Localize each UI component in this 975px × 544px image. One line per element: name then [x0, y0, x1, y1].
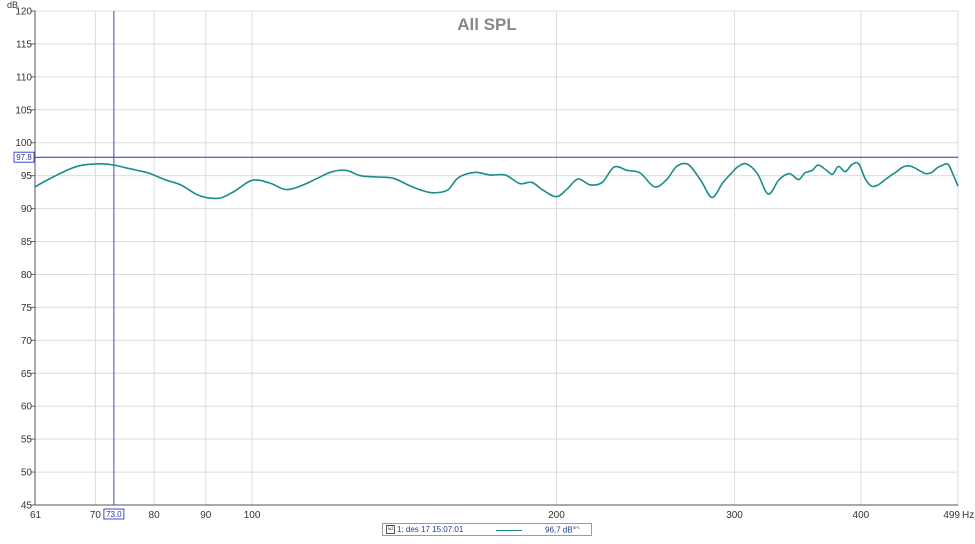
y-tick-label: 120 — [15, 7, 32, 18]
x-tick-label: 499 — [943, 510, 960, 521]
cursor-x-label: 73.0 — [106, 510, 122, 519]
y-axis-unit: dB — [7, 0, 18, 10]
y-tick-label: 90 — [21, 204, 33, 215]
series-line — [34, 161, 959, 200]
x-tick-label: 80 — [149, 510, 161, 521]
legend-cursor-value: 96,7 dBSPL — [545, 525, 580, 535]
legend-checkbox[interactable]: ☑ — [386, 525, 395, 534]
y-tick-label: 65 — [21, 369, 33, 380]
x-tick-label: 90 — [200, 510, 212, 521]
legend-value-text: 96,7 dB — [545, 525, 573, 535]
legend-box[interactable]: ☑ 1: des 17 15:07:01 96,7 dBSPL — [382, 523, 592, 536]
cursor-x-label-box — [103, 508, 125, 520]
y-tick-label: 55 — [21, 435, 33, 446]
x-tick-label: 100 — [244, 510, 261, 521]
y-tick-label: 80 — [21, 270, 33, 281]
x-tick-label: 400 — [853, 510, 870, 521]
x-tick-label: 200 — [548, 510, 565, 521]
y-tick-label: 85 — [21, 237, 33, 248]
y-tick-label: 50 — [21, 468, 33, 479]
x-tick-label: 70 — [90, 510, 102, 521]
y-tick-label: 115 — [16, 39, 32, 50]
x-tick-label: 61 — [30, 510, 42, 521]
y-tick-label: 75 — [21, 303, 33, 314]
y-tick-label: 60 — [21, 402, 33, 413]
legend-series-name: 1: des 17 15:07:01 — [397, 525, 464, 534]
legend-series-swatch — [496, 530, 522, 531]
y-tick-label: 105 — [15, 105, 32, 116]
legend-value-unit: SPL — [572, 525, 581, 530]
y-tick-label: 45 — [21, 501, 33, 512]
y-tick-label: 110 — [16, 72, 32, 83]
y-tick-label: 70 — [21, 336, 33, 347]
y-tick-label: 100 — [15, 138, 32, 149]
cursor-y-label-box — [13, 151, 35, 163]
chart-title: All SPL — [457, 15, 517, 34]
y-tick-label: 95 — [21, 171, 33, 182]
cursor-y-label: 97.8 — [16, 153, 32, 162]
plot-area — [35, 11, 958, 505]
x-axis-unit: Hz — [962, 510, 974, 521]
x-tick-label: 300 — [726, 510, 743, 521]
